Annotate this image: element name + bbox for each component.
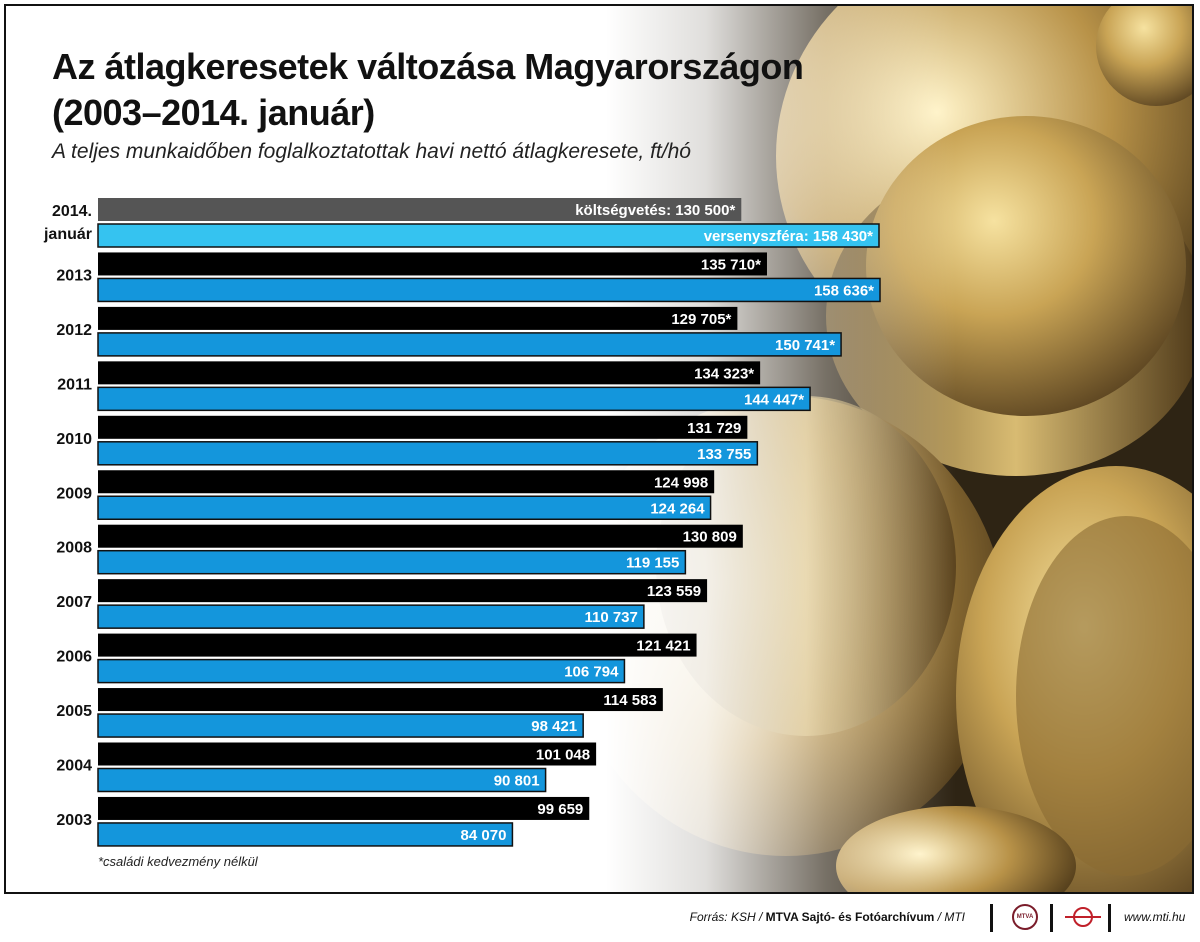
bar: [97, 332, 842, 357]
chart-title: Az átlagkeresetek változása Magyarország…: [52, 44, 804, 136]
category-label: 2011: [57, 376, 92, 393]
bar: [98, 470, 715, 494]
footer: Forrás: KSH / MTVA Sajtó- és Fotóarchívu…: [0, 896, 1200, 942]
data-label: versenyszféra: 158 430*: [704, 228, 873, 245]
title-line-1: Az átlagkeresetek változása Magyarország…: [52, 46, 804, 87]
bar: [98, 415, 748, 439]
data-label: 150 741*: [775, 337, 835, 354]
bar: [98, 252, 767, 276]
bar: [98, 796, 590, 820]
bar: [97, 386, 811, 412]
data-label: 84 070: [461, 827, 507, 844]
footer-separator: [1108, 904, 1111, 932]
category-label: 2009: [56, 485, 92, 502]
source-suffix: / MTI: [934, 910, 965, 924]
category-label: 2008: [56, 540, 92, 557]
category-label: 2012: [56, 322, 92, 339]
data-label: 119 155: [626, 555, 679, 572]
bar: [97, 441, 759, 466]
bar: [97, 549, 687, 575]
bar: [98, 361, 761, 385]
data-label: 135 710*: [701, 256, 761, 273]
data-label: 90 801: [494, 773, 540, 790]
mti-logo-icon: [1065, 907, 1101, 927]
footer-separator: [1050, 904, 1053, 932]
data-label: 158 636*: [814, 282, 874, 299]
category-label: 2005: [56, 703, 92, 720]
footnote: *családi kedvezmény nélkül: [98, 854, 258, 869]
data-label: költségvetés: 130 500*: [575, 202, 735, 219]
bar: [98, 579, 708, 603]
data-label: 114 583: [603, 692, 656, 709]
data-label: 121 421: [636, 638, 690, 655]
data-label: 130 809: [683, 529, 737, 546]
data-label: 124 264: [650, 500, 705, 517]
data-label: 106 794: [564, 664, 619, 681]
data-label: 124 998: [654, 474, 708, 491]
bar: [98, 742, 597, 766]
bar: [97, 767, 547, 793]
bar: [98, 688, 663, 712]
category-label: 2014.: [52, 203, 92, 220]
bar: [97, 658, 626, 684]
data-label: 131 729: [687, 420, 741, 437]
infographic-frame: 2014. január költségvetés: 130 500* verseny…: [4, 4, 1194, 894]
title-line-2: (2003–2014. január): [52, 92, 375, 133]
bar: [97, 822, 514, 847]
footer-separator: [990, 904, 993, 932]
data-label: 99 659: [537, 801, 583, 818]
data-label: 133 755: [697, 446, 751, 463]
category-label: 2007: [56, 594, 92, 611]
bar: [98, 198, 742, 221]
category-label: január: [43, 226, 92, 243]
chart-subtitle: A teljes munkaidőben foglalkoztatottak h…: [52, 140, 691, 163]
bar: [98, 524, 743, 548]
category-label: 2004: [56, 758, 92, 775]
source-agency: MTVA Sajtó- és Fotóarchívum: [765, 910, 935, 924]
category-label: 2006: [56, 649, 92, 666]
bar: [97, 277, 881, 303]
bar-chart: 2014. január költségvetés: 130 500* verseny…: [43, 198, 881, 847]
bar: [97, 604, 645, 629]
bar: [97, 713, 584, 738]
source-prefix: Forrás: KSH /: [689, 910, 766, 924]
bar: [98, 306, 738, 330]
mtva-logo: MTVA: [1012, 904, 1038, 930]
bar: [97, 223, 880, 248]
data-label: 123 559: [647, 583, 701, 600]
category-label: 2003: [56, 812, 92, 829]
bar: [98, 633, 697, 657]
category-label: 2010: [56, 431, 92, 448]
data-label: 98 421: [531, 718, 577, 735]
category-label: 2013: [56, 267, 92, 284]
data-label: 110 737: [584, 609, 637, 626]
data-label: 129 705*: [671, 311, 731, 328]
source-credit: Forrás: KSH / MTVA Sajtó- és Fotóarchívu…: [690, 910, 965, 924]
website-link[interactable]: www.mti.hu: [1124, 910, 1186, 924]
data-label: 134 323*: [694, 365, 754, 382]
data-label: 101 048: [536, 747, 590, 764]
data-label: 144 447*: [744, 391, 804, 408]
bar: [97, 495, 712, 520]
